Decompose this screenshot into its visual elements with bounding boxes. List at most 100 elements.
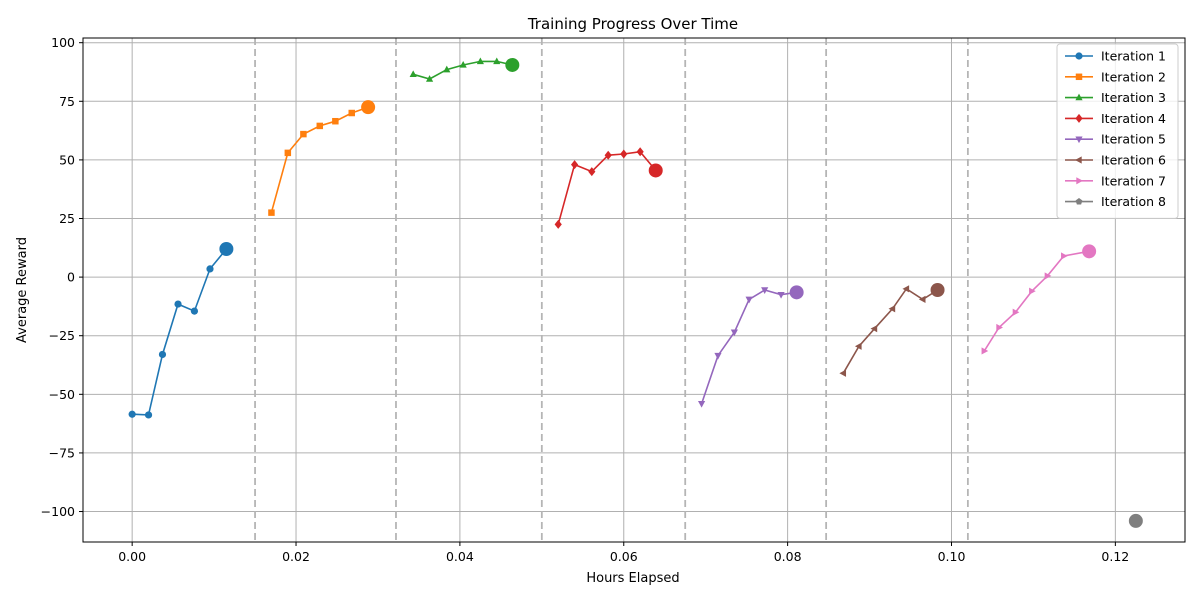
data-point [206, 265, 214, 273]
y-tick-label: 50 [59, 152, 75, 167]
data-point [300, 130, 307, 138]
data-point [174, 300, 182, 308]
legend-label: Iteration 5 [1101, 132, 1166, 147]
series-line [700, 289, 797, 404]
x-tick-label: 0.04 [446, 549, 474, 564]
data-point [316, 122, 324, 130]
y-tick-label: 100 [51, 35, 75, 50]
data-point [144, 411, 153, 419]
data-point [570, 160, 579, 170]
data-point [493, 57, 501, 65]
legend-item: Iteration 3 [1065, 90, 1166, 105]
legend-item: Iteration 6 [1065, 153, 1166, 168]
y-tick-label: −100 [41, 504, 75, 519]
x-tick-label: 0.10 [938, 549, 966, 564]
x-tick-label: 0.06 [610, 549, 638, 564]
data-point [443, 65, 451, 73]
final-point [930, 283, 945, 297]
data-point [918, 295, 926, 303]
data-point [604, 150, 612, 160]
data-point [870, 325, 878, 333]
data-point [190, 307, 199, 315]
data-point [459, 60, 467, 68]
series-iteration-8 [1128, 513, 1143, 528]
data-point [620, 149, 628, 159]
data-point [348, 109, 355, 117]
legend-label: Iteration 1 [1101, 49, 1166, 64]
final-point [361, 100, 376, 115]
series-iteration-2 [268, 100, 376, 216]
data-point [730, 329, 738, 337]
legend-label: Iteration 3 [1101, 90, 1166, 105]
plot-frame [82, 37, 1186, 543]
y-tick-label: −25 [49, 328, 75, 343]
data-point [158, 350, 167, 359]
data-point [888, 305, 896, 313]
legend-marker [1075, 52, 1083, 60]
final-point [1082, 244, 1097, 259]
data-point [128, 410, 136, 418]
y-tick-label: −50 [49, 387, 75, 402]
data-point [332, 117, 339, 125]
legend-label: Iteration 4 [1101, 111, 1166, 126]
series-iteration-5 [697, 285, 804, 408]
data-point [1029, 287, 1036, 295]
legend-label: Iteration 8 [1101, 194, 1166, 209]
y-tick-label: 0 [67, 270, 75, 285]
data-point [839, 369, 847, 377]
legend-item: Iteration 1 [1065, 49, 1166, 64]
data-point [745, 296, 753, 304]
legend-marker [1075, 73, 1083, 81]
series-layer [128, 57, 1143, 528]
data-point [425, 75, 434, 82]
data-point [476, 57, 484, 65]
x-tick-label: 0.02 [282, 549, 310, 564]
legend-item: Iteration 8 [1065, 194, 1166, 209]
data-point [697, 400, 706, 408]
data-point [588, 167, 596, 177]
series-iteration-7 [981, 244, 1097, 355]
data-point [1012, 308, 1020, 316]
legend-label: Iteration 2 [1101, 69, 1166, 84]
data-point [777, 291, 785, 299]
final-point [505, 57, 520, 72]
data-point [409, 70, 417, 78]
y-axis-label: Average Reward [15, 237, 30, 343]
iteration-boundaries [254, 38, 969, 542]
legend-item: Iteration 7 [1065, 173, 1166, 188]
data-point [284, 149, 292, 157]
final-point [1128, 513, 1143, 528]
legend-marker [1075, 156, 1082, 164]
x-tick-label: 0.08 [774, 549, 802, 564]
series-iteration-3 [409, 57, 520, 82]
final-point [789, 285, 804, 300]
chart-title: Training Progress Over Time [527, 15, 738, 33]
data-point [1061, 252, 1068, 260]
x-axis-label: Hours Elapsed [586, 571, 679, 586]
legend-marker [1075, 93, 1083, 101]
series-iteration-1 [128, 241, 234, 419]
legend-marker [1075, 198, 1083, 205]
x-tick-label: 0.00 [118, 549, 146, 564]
legend-marker [1075, 136, 1083, 144]
axis-ticks: 0.00 0.02 0.04 0.06 0.08 0.10 0.12 −100 −75 −50 −2… [41, 35, 1130, 564]
final-point [648, 163, 663, 178]
data-point [761, 287, 769, 294]
data-point [902, 285, 910, 293]
legend-item: Iteration 2 [1065, 69, 1166, 84]
data-point [996, 323, 1003, 332]
legend-label: Iteration 6 [1101, 153, 1166, 168]
x-tick-label: 0.12 [1101, 549, 1129, 564]
y-tick-label: 75 [59, 94, 75, 109]
legend: Iteration 1 Iteration 2 Iteration 3 Iterati… [1056, 43, 1179, 219]
data-point [714, 352, 722, 360]
series-iteration-6 [839, 283, 945, 377]
data-point [1044, 272, 1052, 280]
legend-marker [1076, 177, 1083, 185]
final-point [219, 241, 234, 256]
grid-lines [83, 38, 1185, 542]
series-line [132, 248, 228, 416]
legend-item: Iteration 4 [1065, 111, 1166, 126]
y-tick-label: 25 [59, 211, 75, 226]
